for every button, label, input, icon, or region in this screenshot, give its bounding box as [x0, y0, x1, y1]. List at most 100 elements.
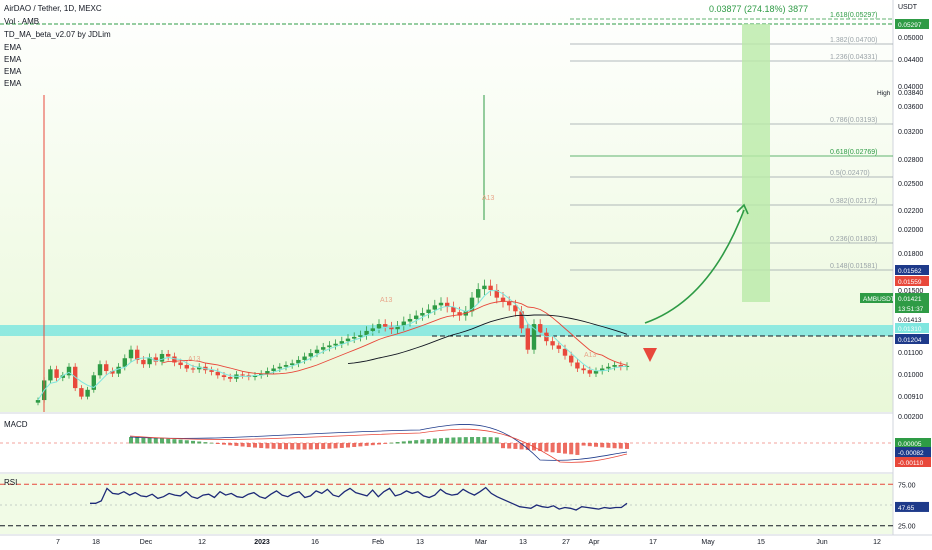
- candle-body: [562, 348, 568, 356]
- candle-body: [389, 326, 394, 330]
- candle-body: [141, 359, 146, 365]
- price-axis-tick: 0.01500: [898, 288, 923, 295]
- time-axis-tick: 18: [92, 539, 100, 546]
- macd-histogram-bar: [618, 443, 623, 449]
- candle-body: [333, 343, 338, 346]
- macd-signal-line: [129, 428, 628, 463]
- candle-body: [91, 375, 96, 390]
- macd-histogram-bar: [563, 443, 567, 454]
- macd-histogram-bar: [550, 443, 555, 453]
- candle-body: [345, 338, 351, 342]
- time-axis-tick: Apr: [589, 539, 601, 546]
- price-tag: [895, 314, 929, 324]
- macd-histogram-bar: [277, 443, 282, 450]
- time-axis-tick: 17: [649, 539, 657, 546]
- macd-histogram-bar: [408, 440, 412, 444]
- candle-body: [593, 371, 599, 374]
- rsi-axis-tick: 25.00: [898, 524, 916, 531]
- a13-annotation: A13: [584, 352, 597, 359]
- macd-histogram-bar: [625, 443, 629, 449]
- macd-histogram-bar: [451, 437, 456, 444]
- price-axis-tick: 0.04000: [898, 84, 923, 91]
- candle-body: [147, 357, 152, 365]
- candle-body: [513, 305, 518, 312]
- target-zone: [742, 24, 770, 302]
- fib-level-label: 1.236(0.04331): [830, 54, 877, 61]
- macd-histogram-bar: [364, 443, 369, 446]
- candle-body: [166, 353, 171, 357]
- candle-body: [104, 364, 109, 372]
- rsi-axis-tick: 75.00: [898, 482, 916, 489]
- macd-histogram-bar: [129, 437, 133, 444]
- macd-histogram-bar: [594, 443, 598, 447]
- macd-histogram-bar: [513, 443, 518, 449]
- time-axis-tick: 7: [56, 539, 60, 546]
- macd-histogram-bar: [482, 437, 487, 444]
- indicator-label: TD_MA_beta_v2.07 by JDLim: [4, 30, 111, 39]
- candle-body: [426, 309, 431, 314]
- macd-tag: [895, 447, 931, 457]
- macd-histogram-bar: [352, 443, 357, 447]
- macd-line: [129, 424, 628, 461]
- projection-arrow: [644, 209, 745, 324]
- candle-body: [302, 356, 307, 360]
- candle-body: [190, 368, 196, 370]
- candle-body: [277, 366, 282, 369]
- candle-body: [321, 347, 326, 350]
- candle-body: [259, 373, 264, 376]
- macd-histogram-bar: [457, 437, 462, 444]
- price-tag: [895, 293, 929, 303]
- macd-histogram-bar: [259, 443, 264, 449]
- candle-body: [48, 369, 53, 381]
- candle-body: [581, 368, 586, 371]
- candle-body: [414, 315, 419, 319]
- volume-label: Vol · AMB: [4, 17, 40, 26]
- down-triangle-marker: [643, 348, 657, 362]
- ema-label: EMA: [4, 55, 22, 64]
- price-tag-text: 0.01562: [898, 268, 922, 275]
- candle-body: [420, 313, 425, 316]
- rsi-label: RSI: [4, 478, 18, 487]
- candle-body: [265, 371, 270, 374]
- candle-body: [228, 377, 233, 379]
- price-axis-tick: 0.02200: [898, 208, 923, 215]
- rsi-tag-text: 47.65: [898, 505, 915, 512]
- a13-annotation: A13: [380, 297, 393, 304]
- candle-body: [296, 359, 301, 364]
- macd-histogram-bar: [525, 443, 530, 450]
- time-axis-tick: 12: [873, 539, 881, 546]
- price-tag-text: 0.01413: [898, 317, 922, 324]
- time-axis-tick: 13: [519, 539, 527, 546]
- macd-histogram-bar: [327, 443, 332, 449]
- price-axis-tick: 0.02500: [898, 181, 923, 188]
- price-axis-tick: 0.04400: [898, 57, 923, 64]
- macd-histogram-bar: [346, 443, 350, 448]
- candle-body: [575, 362, 580, 369]
- time-axis-tick: May: [701, 539, 715, 546]
- candle-body: [445, 302, 450, 308]
- macd-histogram-bar: [432, 438, 437, 444]
- ema-line-slow: [347, 314, 628, 365]
- price-tag: [860, 293, 893, 303]
- macd-histogram-bar: [246, 443, 251, 448]
- candle-body: [290, 363, 295, 366]
- candle-body: [364, 330, 369, 336]
- candle-body: [612, 365, 617, 367]
- candle-body: [376, 324, 382, 329]
- macd-histogram-bar: [439, 438, 443, 444]
- candle-body: [308, 353, 313, 357]
- price-axis-tick: 0.03600: [898, 104, 923, 111]
- candle-body: [122, 358, 127, 367]
- time-axis-tick: Dec: [140, 539, 153, 546]
- macd-histogram-bar: [333, 443, 338, 449]
- macd-histogram-bar: [302, 443, 307, 450]
- candle-body: [469, 297, 475, 312]
- candle-body: [283, 365, 289, 367]
- macd-histogram-bar: [581, 443, 586, 446]
- macd-axis-tick: 0.00200: [898, 414, 923, 421]
- macd-histogram-bar: [203, 442, 208, 444]
- macd-histogram-bar: [587, 443, 592, 447]
- candle-body: [54, 369, 59, 378]
